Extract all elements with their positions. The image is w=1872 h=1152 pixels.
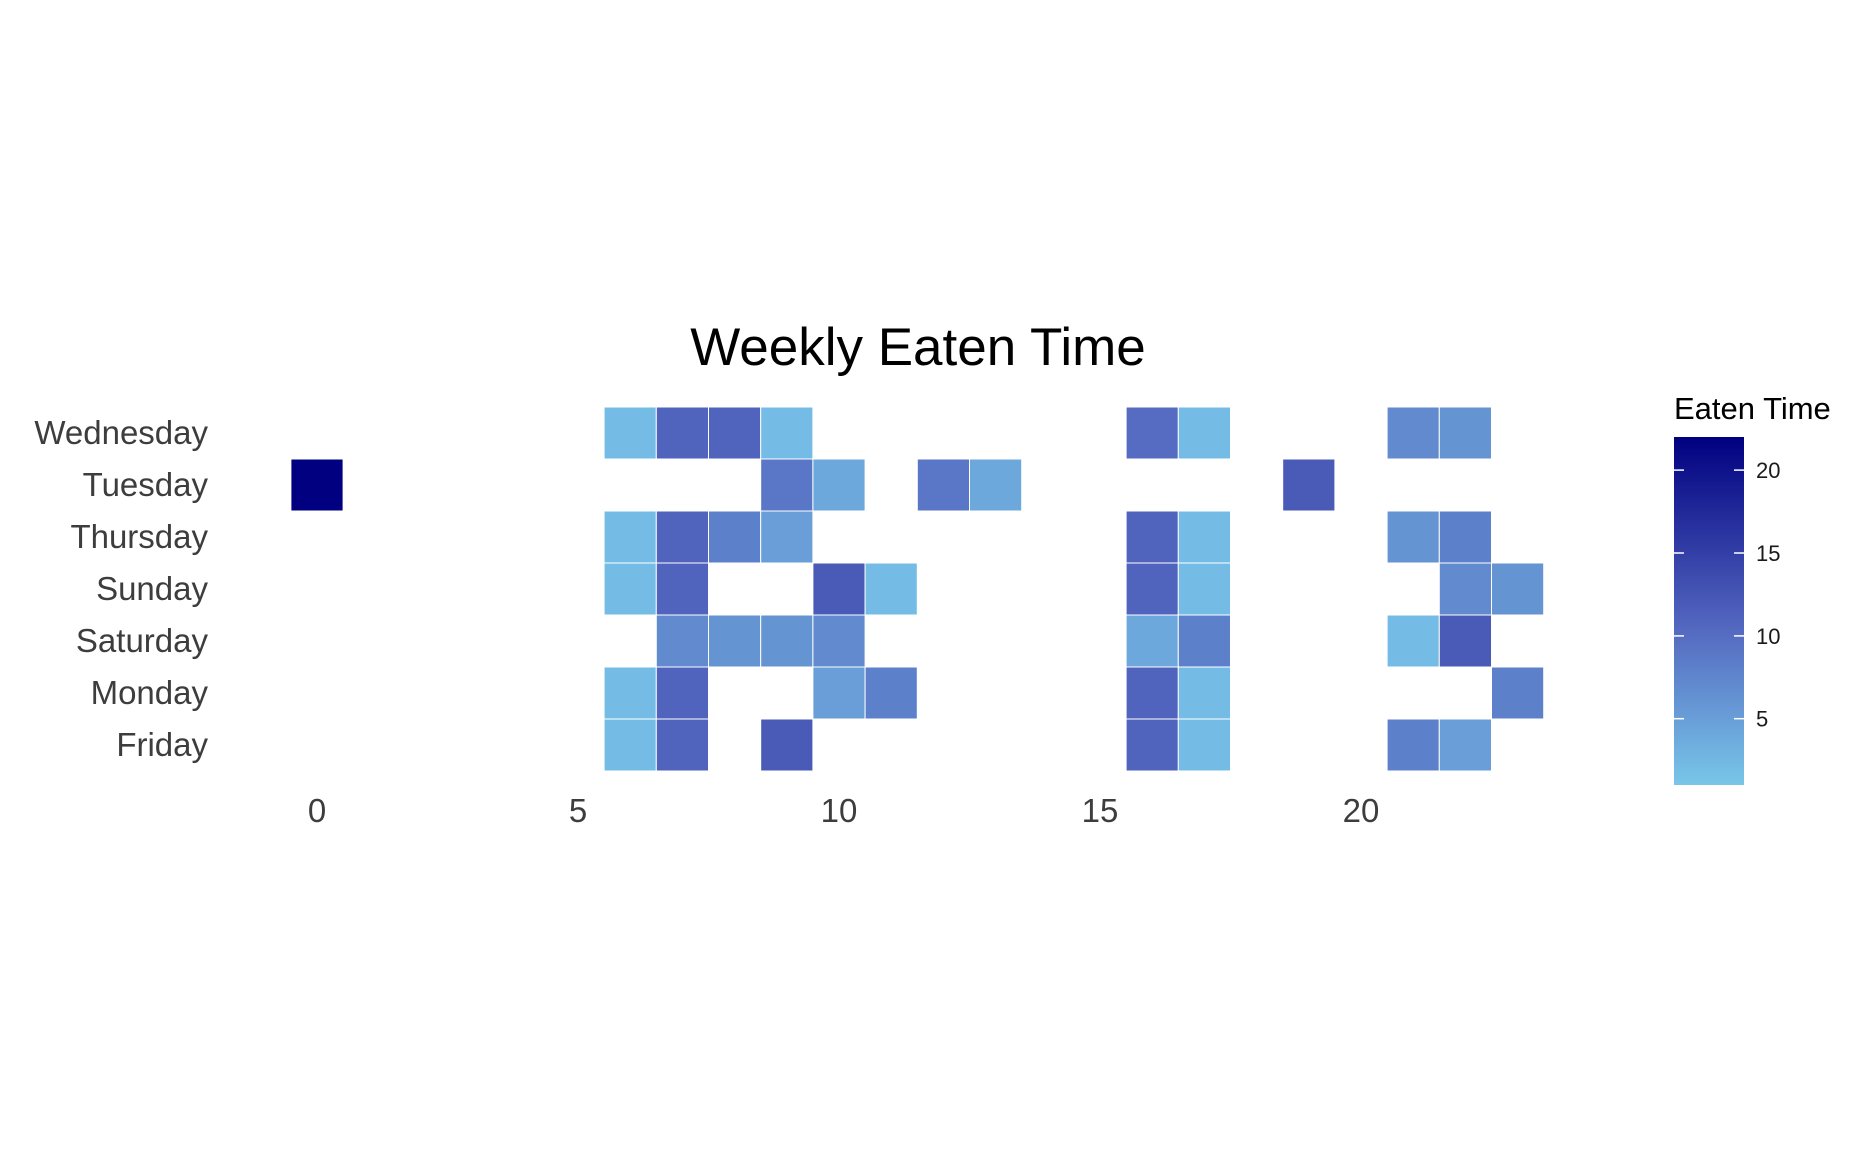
heatmap-cell — [708, 614, 762, 668]
heatmap-cell — [969, 458, 1023, 512]
heatmap-cell — [655, 614, 709, 668]
x-tick-label: 0 — [308, 792, 326, 829]
heatmap-cell — [1125, 666, 1179, 720]
heatmap-cell — [1177, 666, 1232, 720]
heatmap-cell — [812, 666, 866, 720]
color-legend: Eaten Time 20 15 10 5 — [1674, 391, 1831, 785]
heatmap-cell — [1177, 718, 1232, 772]
heatmap-cell — [1177, 406, 1232, 460]
legend-ticks: 20 15 10 5 — [1674, 458, 1780, 732]
heatmap-cell — [603, 562, 657, 616]
heatmap-cell — [812, 458, 866, 512]
heatmap-cell — [1386, 614, 1440, 668]
y-axis-tick-labels: Wednesday Tuesday Thursday Sunday Saturday Mo… — [34, 414, 208, 763]
heatmap-cells — [290, 406, 1545, 772]
heatmap-cell — [1438, 510, 1493, 564]
legend-title: Eaten Time — [1674, 391, 1831, 426]
legend-tick-label: 20 — [1756, 458, 1780, 483]
heatmap-cell — [655, 718, 709, 772]
heatmap-cell — [1438, 718, 1493, 772]
y-tick-label: Thursday — [70, 518, 208, 555]
heatmap-cell — [655, 666, 709, 720]
heatmap-cell — [1491, 562, 1545, 616]
heatmap-cell — [1125, 406, 1179, 460]
heatmap-cell — [1438, 406, 1493, 460]
heatmap-cell — [603, 510, 657, 564]
heatmap-cell — [760, 510, 814, 564]
heatmap-cell — [1177, 614, 1232, 668]
heatmap-cell — [1125, 562, 1179, 616]
heatmap-cell — [760, 718, 814, 772]
heatmap-cell — [708, 406, 762, 460]
heatmap-cell — [1125, 718, 1179, 772]
y-tick-label: Tuesday — [83, 466, 209, 503]
heatmap-cell — [603, 406, 657, 460]
heatmap-cell — [1386, 406, 1440, 460]
heatmap-cell — [1438, 614, 1493, 668]
legend-colorbar — [1674, 437, 1744, 785]
legend-tick-label: 15 — [1756, 541, 1780, 566]
heatmap-cell — [1125, 614, 1179, 668]
heatmap-cell — [655, 406, 709, 460]
x-axis-tick-labels: 0 5 10 15 20 — [308, 792, 1380, 829]
heatmap-cell — [864, 666, 918, 720]
y-tick-label: Wednesday — [34, 414, 208, 451]
y-tick-label: Sunday — [96, 570, 208, 607]
heatmap-cell — [916, 458, 970, 512]
heatmap-cell — [1386, 510, 1440, 564]
heatmap-cell — [760, 406, 814, 460]
x-tick-label: 10 — [821, 792, 858, 829]
heatmap-cell — [1491, 666, 1545, 720]
heatmap-cell — [760, 614, 814, 668]
heatmap-cell — [1282, 458, 1336, 512]
heatmap-cell — [603, 718, 657, 772]
heatmap-cell — [1386, 718, 1440, 772]
heatmap-cell — [708, 510, 762, 564]
heatmap-cell — [1177, 510, 1232, 564]
x-tick-label: 20 — [1343, 792, 1380, 829]
heatmap-cell — [655, 510, 709, 564]
heatmap-cell — [1177, 562, 1232, 616]
heatmap-cell — [655, 562, 709, 616]
heatmap-cell — [812, 562, 866, 616]
heatmap-cell — [1438, 562, 1493, 616]
heatmap-cell — [760, 458, 814, 512]
y-tick-label: Friday — [116, 726, 208, 763]
heatmap-cell — [864, 562, 918, 616]
heatmap-cell — [290, 458, 344, 512]
chart-title: Weekly Eaten Time — [690, 318, 1146, 377]
x-tick-label: 15 — [1082, 792, 1119, 829]
x-tick-label: 5 — [569, 792, 587, 829]
legend-tick-label: 5 — [1756, 707, 1768, 732]
heatmap-cell — [603, 666, 657, 720]
heatmap-cell — [1125, 510, 1179, 564]
legend-tick-label: 10 — [1756, 624, 1780, 649]
heatmap-cell — [812, 614, 866, 668]
y-tick-label: Saturday — [76, 622, 209, 659]
y-tick-label: Monday — [91, 674, 209, 711]
